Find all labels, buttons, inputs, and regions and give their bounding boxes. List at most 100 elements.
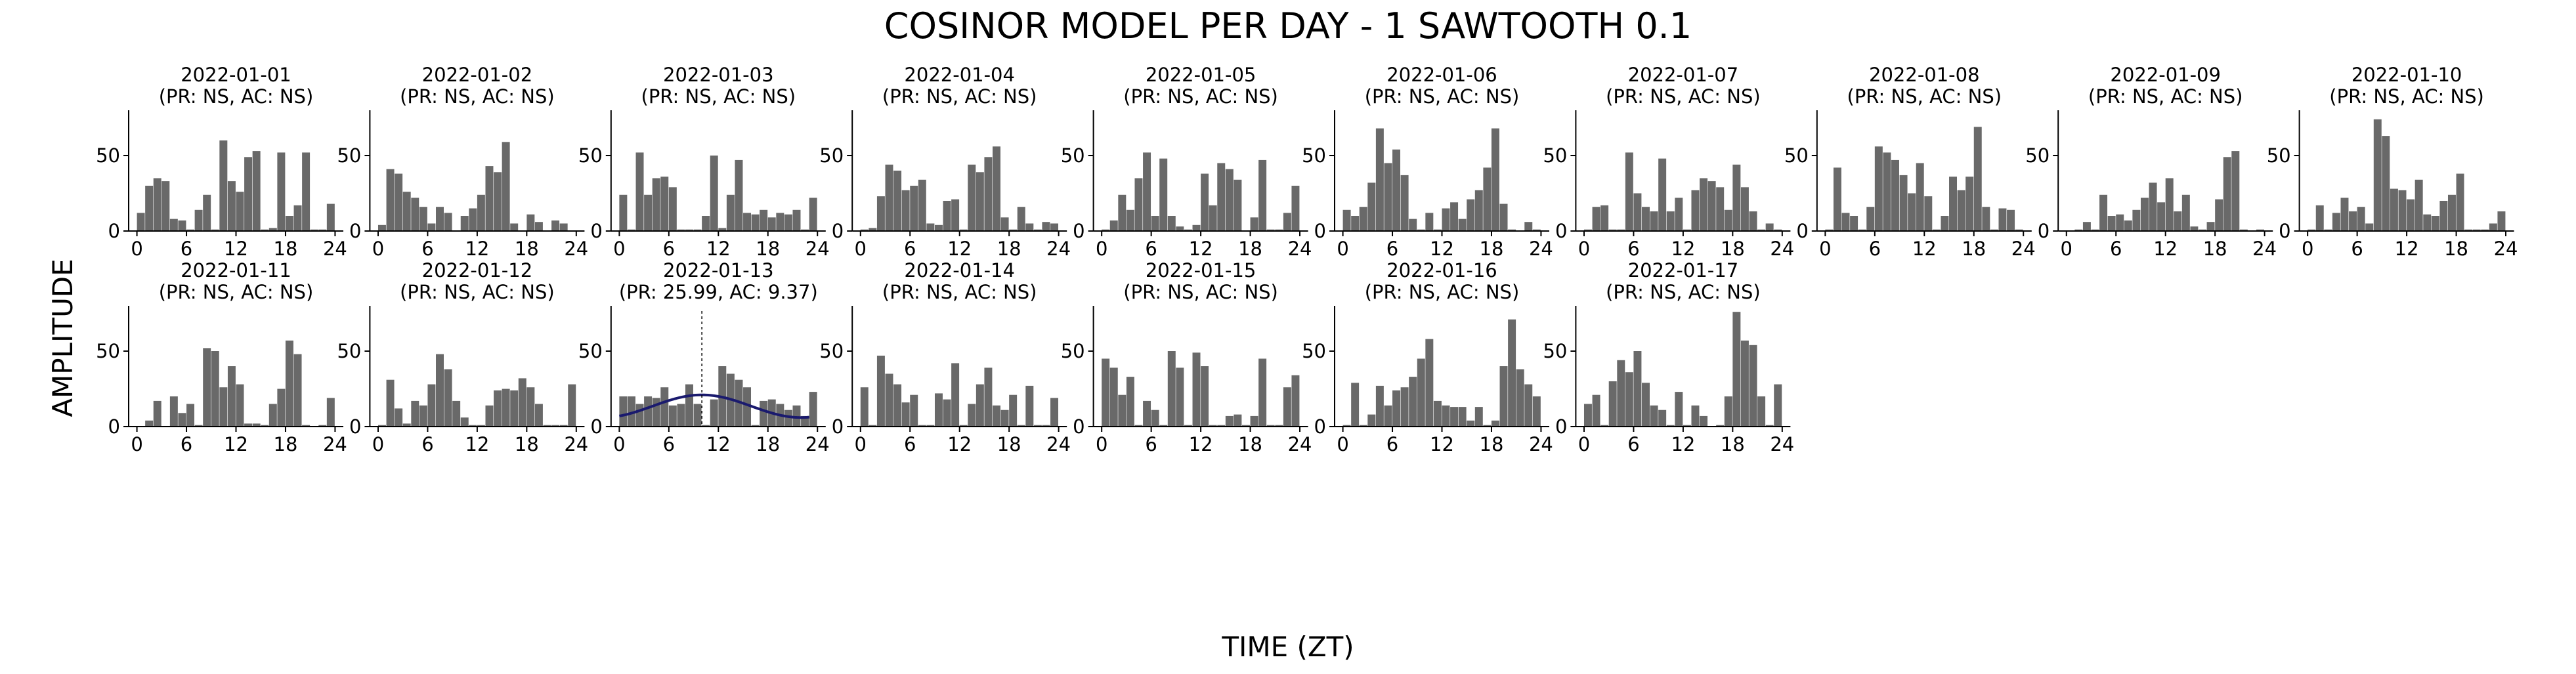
- bar: [2373, 119, 2382, 231]
- y-tick-label: 0: [108, 415, 120, 438]
- bar: [444, 369, 452, 427]
- subplot-2022-01-08: 0 6 12 18 24 0 50 2022-01-08(PR: NS, AC: NS): [1784, 64, 2036, 260]
- bar: [627, 396, 635, 427]
- bar: [395, 173, 403, 231]
- subplot-title: 2022-01-14: [904, 259, 1015, 282]
- bar: [1899, 175, 1908, 231]
- bar: [1425, 213, 1434, 231]
- y-tick-label: 0: [1555, 220, 1567, 242]
- bar: [161, 181, 170, 231]
- bar: [993, 405, 1000, 427]
- bar: [1118, 194, 1127, 231]
- bar: [668, 187, 677, 231]
- subplot-subtitle: (PR: NS, AC: NS): [159, 85, 314, 108]
- x-tick-label: 12: [706, 238, 731, 260]
- x-tick-label: 18: [1721, 238, 1745, 260]
- x-tick-label: 18: [2444, 238, 2468, 260]
- bar: [460, 216, 469, 231]
- bar: [153, 178, 161, 231]
- y-tick-label: 50: [578, 144, 603, 167]
- bar: [1033, 229, 1042, 231]
- bar: [784, 410, 792, 427]
- bar: [1217, 163, 1226, 231]
- x-tick-label: 18: [2203, 238, 2227, 260]
- x-tick-label: 18: [515, 238, 539, 260]
- bar: [236, 192, 244, 231]
- bar: [402, 423, 411, 427]
- x-tick-label: 24: [323, 238, 347, 260]
- bar: [702, 216, 710, 231]
- bar: [860, 229, 869, 231]
- bar: [652, 398, 660, 427]
- x-tick-label: 0: [1337, 433, 1348, 455]
- x-tick-label: 24: [1288, 238, 1312, 260]
- x-tick-label: 18: [997, 238, 1021, 260]
- bar: [2464, 229, 2473, 231]
- subplot-title: 2022-01-01: [181, 64, 291, 86]
- cosinor-fit-line: [619, 393, 809, 419]
- x-tick-label: 18: [1962, 238, 1986, 260]
- x-tick-label: 24: [1046, 238, 1071, 260]
- x-tick-label: 0: [2302, 238, 2313, 260]
- bar: [1483, 167, 1492, 231]
- bar: [1724, 396, 1732, 427]
- subplot-2022-01-04: 0 6 12 18 24 0 50 2022-01-04(PR: NS, AC: NS): [819, 64, 1071, 260]
- bar: [1275, 229, 1283, 231]
- figure-ylabel: AMPLITUDE: [47, 259, 79, 417]
- bar: [1874, 146, 1883, 231]
- bar: [2398, 190, 2407, 231]
- bar: [809, 198, 817, 231]
- bar: [1600, 425, 1609, 427]
- subplot-title: 2022-01-16: [1386, 259, 1497, 282]
- bar: [377, 224, 386, 231]
- bar: [619, 396, 628, 427]
- y-tick-label: 50: [337, 340, 361, 362]
- bar: [1683, 425, 1691, 427]
- bar: [2365, 223, 2374, 231]
- bar: [2231, 151, 2240, 231]
- bar: [1225, 415, 1234, 427]
- bar: [252, 423, 261, 427]
- x-tick-label: 24: [564, 433, 588, 455]
- bar: [984, 157, 993, 231]
- x-tick-label: 6: [1627, 238, 1639, 260]
- bar: [1474, 190, 1483, 231]
- bar: [1650, 211, 1658, 231]
- bar: [934, 393, 943, 427]
- bar: [885, 373, 893, 427]
- bar: [1392, 390, 1401, 427]
- bar: [1042, 425, 1050, 427]
- bar: [1375, 385, 1384, 427]
- bar: [652, 178, 660, 231]
- x-tick-label: 12: [706, 433, 731, 455]
- subplot-2022-01-07: 0 6 12 18 24 0 50 2022-01-07(PR: NS, AC: NS): [1543, 64, 1794, 260]
- bar: [1151, 216, 1159, 231]
- x-tick-label: 24: [805, 433, 830, 455]
- x-tick-label: 24: [2494, 238, 2518, 260]
- bar: [1234, 414, 1242, 427]
- bar: [477, 194, 485, 231]
- x-tick-label: 24: [1288, 433, 1312, 455]
- bar: [668, 405, 677, 427]
- bar: [1050, 398, 1059, 427]
- bar: [502, 142, 510, 231]
- bar: [1250, 415, 1258, 427]
- bar: [2447, 194, 2456, 231]
- bar: [2074, 229, 2083, 231]
- x-tick-label: 6: [181, 238, 192, 260]
- x-tick-label: 12: [2153, 238, 2178, 260]
- bar: [1209, 425, 1217, 427]
- bar: [543, 425, 551, 427]
- bar: [1126, 209, 1134, 231]
- bar: [1143, 152, 1151, 231]
- bar: [485, 166, 494, 231]
- bar: [568, 384, 576, 427]
- bar: [1176, 368, 1184, 427]
- bar: [2390, 188, 2398, 231]
- bar: [1700, 415, 1708, 427]
- bar: [1201, 366, 1209, 427]
- subplot-2022-01-13: 0 6 12 18 24 0 50 2022-01-13(PR: 25.99, AC: 9.3…: [578, 259, 830, 455]
- figure-xlabel: TIME (ZT): [1221, 631, 1354, 663]
- subplot-title: 2022-01-07: [1628, 64, 1739, 86]
- bar: [1592, 207, 1600, 231]
